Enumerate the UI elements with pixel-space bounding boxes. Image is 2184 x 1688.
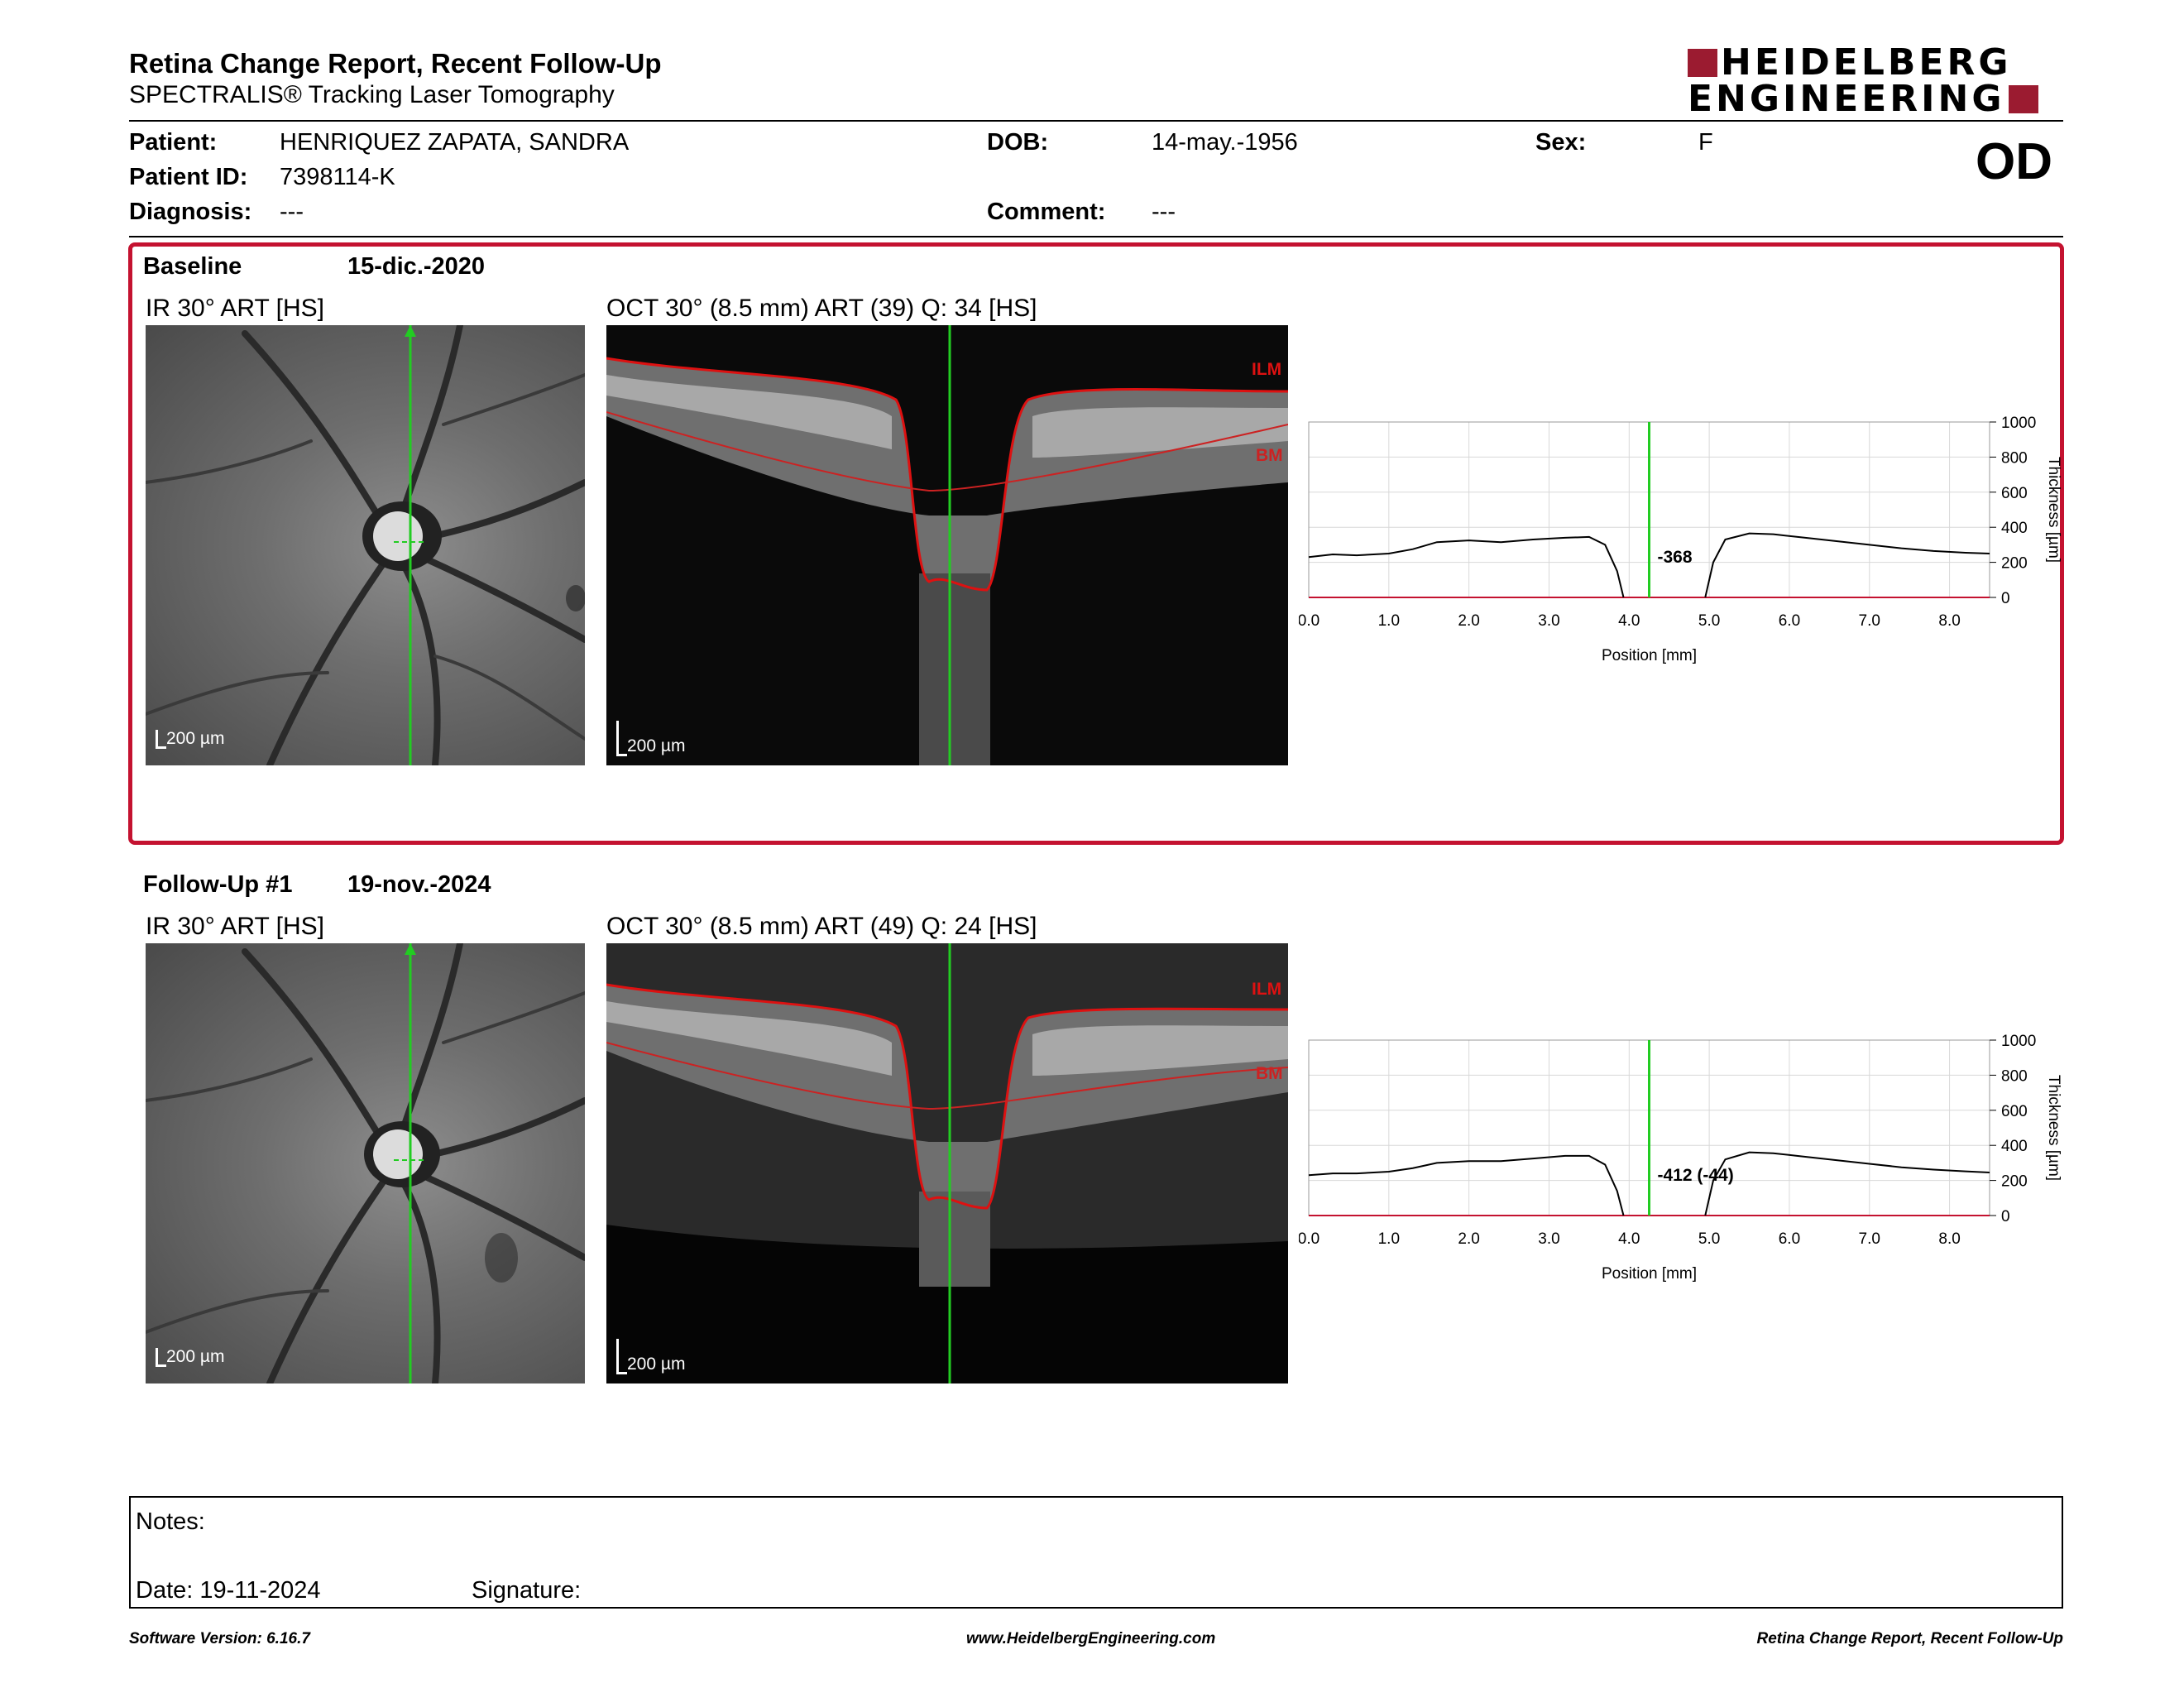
x-tick-label: 5.0: [1698, 612, 1720, 630]
y-axis-label: Thickness [µm]: [2045, 457, 2062, 563]
followup-ir-image: 200 µm: [146, 943, 585, 1383]
y-axis-label: Thickness [µm]: [2045, 1075, 2062, 1181]
baseline-frame: [128, 242, 2064, 845]
followup-thickness-chart: 0.0 1.0 2.0 3.0 4.0 5.0 6.0 7.0 8.0 0 200 400 600 800…: [1299, 1033, 2062, 1283]
x-tick-label: 2.0: [1458, 1230, 1479, 1248]
notes-date: Date: 19-11-2024: [136, 1577, 321, 1604]
followup-oct-label: OCT 30° (8.5 mm) ART (49) Q: 24 [HS]: [606, 913, 1037, 940]
baseline-ir-image: 200 µm: [146, 325, 585, 765]
oct-bscan: [606, 943, 1288, 1383]
dob-value: 14-may.-1956: [1152, 129, 1298, 156]
followup-ilm-label: ILM: [1252, 980, 1282, 999]
sex-label: Sex:: [1535, 129, 1587, 156]
eye-indicator: OD: [1976, 133, 2052, 190]
followup-bm-label: BM: [1256, 1064, 1283, 1083]
followup-ir-scale: 200 µm: [156, 1347, 224, 1367]
baseline-oct-image: ILM BM 200 µm: [606, 325, 1288, 765]
y-tick-label: 400: [2001, 1138, 2028, 1155]
report-subtitle: SPECTRALIS® Tracking Laser Tomography: [129, 81, 615, 108]
thickness-series-line: [1704, 1151, 1990, 1216]
x-tick-label: 0.0: [1299, 1230, 1320, 1248]
followup-ir-label: IR 30° ART [HS]: [146, 913, 324, 940]
baseline-date: 15-dic.-2020: [347, 253, 486, 280]
x-tick-label: 6.0: [1779, 1230, 1800, 1248]
y-tick-label: 0: [2001, 1208, 2010, 1225]
x-tick-label: 8.0: [1938, 612, 1960, 630]
x-tick-label: 6.0: [1779, 612, 1800, 630]
footer-report: Retina Change Report, Recent Follow-Up: [1756, 1630, 2063, 1647]
y-tick-label: 200: [2001, 1173, 2028, 1191]
footer-software: Software Version: 6.16.7: [129, 1630, 310, 1647]
x-tick-label: 2.0: [1458, 612, 1479, 630]
cursor-value-label: -412 (-44): [1658, 1166, 1734, 1185]
x-tick-label: 8.0: [1938, 1230, 1960, 1248]
header-divider: [129, 120, 2063, 122]
x-axis-label: Position [mm]: [1602, 1265, 1697, 1283]
x-tick-label: 5.0: [1698, 1230, 1720, 1248]
patient-id-label: Patient ID:: [129, 164, 248, 190]
report-title: Retina Change Report, Recent Follow-Up: [129, 48, 662, 79]
baseline-bm-label: BM: [1256, 446, 1283, 465]
patient-value: HENRIQUEZ ZAPATA, SANDRA: [280, 129, 630, 156]
notes-label: Notes:: [136, 1508, 205, 1535]
comment-value: ---: [1152, 199, 1176, 225]
diagnosis-value: ---: [280, 199, 304, 225]
x-tick-label: 1.0: [1378, 1230, 1400, 1248]
followup-label: Follow-Up #1: [143, 871, 293, 898]
logo-square-icon: [2008, 85, 2038, 113]
cursor-value-label: -368: [1658, 548, 1693, 567]
y-tick-label: 1000: [2001, 415, 2036, 432]
x-tick-label: 3.0: [1538, 1230, 1559, 1248]
x-tick-label: 4.0: [1618, 1230, 1640, 1248]
y-tick-label: 600: [2001, 485, 2028, 502]
notes-box[interactable]: [129, 1496, 2063, 1609]
followup-oct-scale: 200 µm: [616, 1339, 685, 1374]
sex-value: F: [1698, 129, 1713, 156]
y-tick-label: 800: [2001, 1067, 2028, 1085]
y-tick-label: 0: [2001, 590, 2010, 607]
logo-text-1: HEIDELBERG: [1721, 41, 2012, 84]
baseline-ir-label: IR 30° ART [HS]: [146, 295, 324, 322]
thickness-series-line: [1308, 535, 1625, 598]
info-divider: [129, 236, 2063, 237]
x-axis-label: Position [mm]: [1602, 647, 1697, 664]
fundus-vessels: [146, 325, 585, 765]
baseline-label: Baseline: [143, 253, 242, 280]
y-tick-label: 600: [2001, 1103, 2028, 1120]
fundus-vessels: [146, 943, 585, 1383]
y-tick-label: 200: [2001, 555, 2028, 573]
baseline-oct-label: OCT 30° (8.5 mm) ART (39) Q: 34 [HS]: [606, 295, 1037, 322]
x-tick-label: 7.0: [1859, 612, 1880, 630]
oct-bscan: [606, 325, 1288, 765]
logo-row-2: ENGINEERING: [1688, 78, 2038, 120]
thickness-series-line: [1704, 532, 1990, 598]
signature-label: Signature:: [472, 1577, 582, 1604]
footer-website[interactable]: www.HeidelbergEngineering.com: [966, 1630, 1216, 1647]
logo-row-1: HEIDELBERG: [1688, 41, 2012, 84]
logo-text-2: ENGINEERING: [1688, 78, 2005, 120]
y-tick-label: 400: [2001, 520, 2028, 537]
followup-oct-image: ILM BM 200 µm: [606, 943, 1288, 1383]
diagnosis-label: Diagnosis:: [129, 199, 252, 225]
dob-label: DOB:: [987, 129, 1049, 156]
y-tick-label: 1000: [2001, 1033, 2036, 1050]
logo-square-icon: [1688, 49, 1717, 77]
baseline-oct-scale: 200 µm: [616, 721, 685, 756]
baseline-ir-scale: 200 µm: [156, 729, 224, 749]
x-tick-label: 3.0: [1538, 612, 1559, 630]
comment-label: Comment:: [987, 199, 1106, 225]
baseline-thickness-chart: 0.0 1.0 2.0 3.0 4.0 5.0 6.0 7.0 8.0 0 200 400 600 800…: [1299, 415, 2062, 664]
x-tick-label: 7.0: [1859, 1230, 1880, 1248]
patient-id-value: 7398114-K: [280, 164, 395, 190]
baseline-ilm-label: ILM: [1252, 360, 1282, 379]
x-tick-label: 0.0: [1299, 612, 1320, 630]
y-tick-label: 800: [2001, 449, 2028, 467]
x-tick-label: 4.0: [1618, 612, 1640, 630]
patient-label: Patient:: [129, 129, 218, 156]
thickness-series-line: [1308, 1154, 1625, 1216]
x-tick-label: 1.0: [1378, 612, 1400, 630]
followup-date: 19-nov.-2024: [347, 871, 491, 898]
